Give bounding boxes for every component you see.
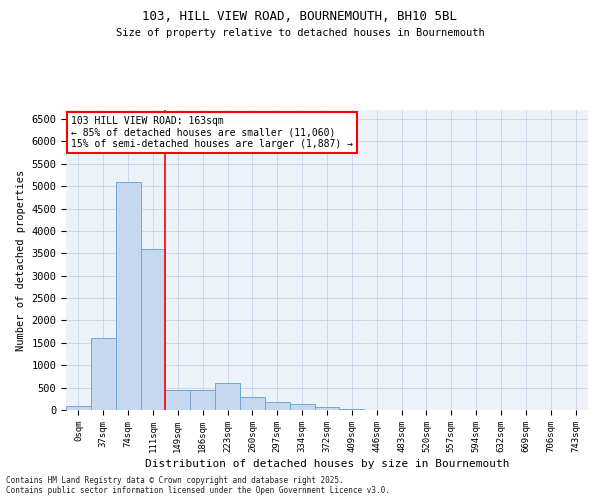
Y-axis label: Number of detached properties: Number of detached properties bbox=[16, 170, 26, 350]
Text: 103 HILL VIEW ROAD: 163sqm
← 85% of detached houses are smaller (11,060)
15% of : 103 HILL VIEW ROAD: 163sqm ← 85% of deta… bbox=[71, 116, 353, 149]
Bar bbox=[240, 398, 265, 410]
Bar bbox=[116, 182, 140, 410]
Bar bbox=[66, 406, 91, 410]
Bar bbox=[166, 390, 190, 410]
Text: Contains HM Land Registry data © Crown copyright and database right 2025.
Contai: Contains HM Land Registry data © Crown c… bbox=[6, 476, 390, 495]
Bar bbox=[314, 408, 340, 410]
X-axis label: Distribution of detached houses by size in Bournemouth: Distribution of detached houses by size … bbox=[145, 459, 509, 469]
Bar bbox=[265, 402, 290, 410]
Bar bbox=[215, 383, 240, 410]
Bar bbox=[140, 249, 166, 410]
Bar bbox=[91, 338, 116, 410]
Bar bbox=[190, 390, 215, 410]
Text: Size of property relative to detached houses in Bournemouth: Size of property relative to detached ho… bbox=[116, 28, 484, 38]
Bar bbox=[340, 409, 364, 410]
Bar bbox=[290, 404, 314, 410]
Text: 103, HILL VIEW ROAD, BOURNEMOUTH, BH10 5BL: 103, HILL VIEW ROAD, BOURNEMOUTH, BH10 5… bbox=[143, 10, 458, 23]
